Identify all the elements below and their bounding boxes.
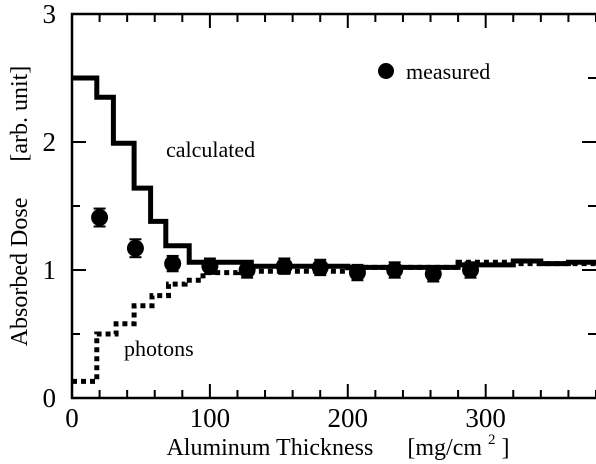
measured-point (238, 261, 256, 279)
x-axis-title: Aluminum Thickness [mg/cm 2 ] (166, 424, 509, 461)
measured-point (348, 264, 366, 282)
series-line-photons (72, 259, 596, 384)
measured-point (91, 209, 109, 227)
measured-point (201, 257, 219, 275)
measured-point (275, 257, 293, 275)
x-axis-unit-close: ] (502, 435, 510, 461)
y-axis-label: Absorbed Dose (7, 198, 33, 347)
y-tick-label: 1 (43, 255, 57, 285)
measured-point (164, 255, 182, 273)
y-axis-unit: [arb. unit] (7, 66, 33, 162)
legend-marker-measured (378, 63, 394, 79)
measured-point (424, 265, 442, 283)
y-axis-title: Absorbed Dose [arb. unit] (7, 66, 33, 347)
annotation-photons: photons (124, 336, 194, 361)
legend: measured (378, 59, 490, 84)
x-tick-label: 100 (190, 403, 231, 433)
y-tick-label: 0 (43, 383, 57, 413)
y-tick-label: 2 (43, 127, 57, 157)
svg-text:Absorbed Dose [arb. unit: Absorbed Dose [arb. unit] (7, 66, 33, 347)
x-tick-label: 200 (328, 403, 369, 433)
tick-labels: 0 100 200 300 0 1 2 3 (43, 0, 506, 433)
legend-label-measured: measured (406, 59, 490, 84)
x-tick-label: 300 (465, 403, 506, 433)
measured-point (462, 261, 480, 279)
x-axis-label: Aluminum Thickness (166, 435, 373, 461)
y-tick-label: 3 (43, 0, 57, 29)
series-line-calculated (72, 75, 596, 270)
measured-point (386, 261, 404, 279)
x-axis-unit: [mg/cm (407, 435, 482, 461)
x-tick-label: 0 (65, 403, 79, 433)
annotation-calculated: calculated (166, 137, 255, 162)
measured-point (311, 258, 329, 276)
plot-frame (70, 12, 596, 400)
x-axis-unit-sup: 2 (488, 432, 496, 448)
measured-markers (91, 207, 480, 283)
measured-point (126, 239, 144, 257)
series-lines (72, 75, 596, 384)
